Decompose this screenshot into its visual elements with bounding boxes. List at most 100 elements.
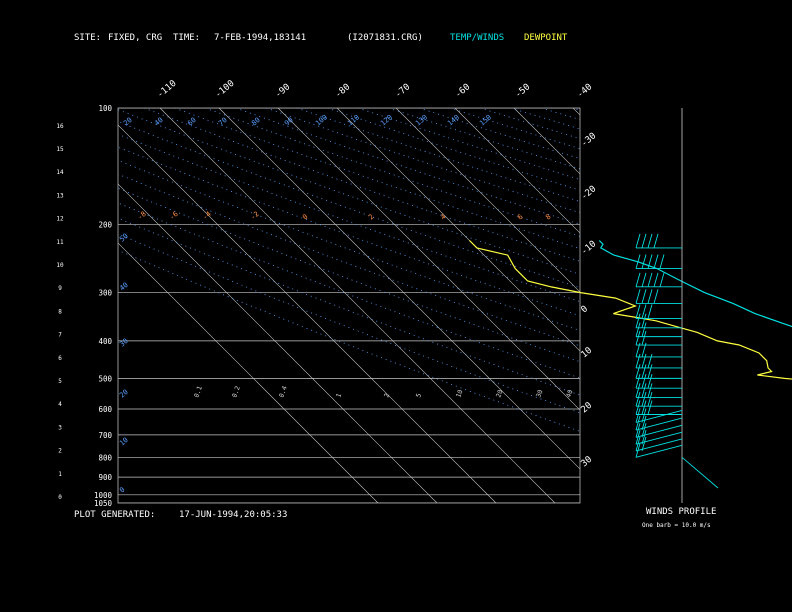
dry-adiabat-label: 100 <box>314 113 329 127</box>
wind-barb <box>635 400 641 415</box>
site-value: FIXED, CRG <box>108 33 163 43</box>
top-temp-label: -80 <box>334 82 353 100</box>
wind-barb <box>635 254 641 269</box>
height-km-label: 4 <box>58 401 62 408</box>
isotherm-line <box>118 183 438 503</box>
wind-barb-staff <box>635 417 683 431</box>
wind-barb <box>653 289 659 304</box>
height-km-label: 15 <box>56 146 64 153</box>
dry-adiabat-label: 120 <box>379 113 394 127</box>
wind-barb <box>641 330 647 346</box>
isotherm-line <box>691 108 792 503</box>
mixing-ratio-label: 40 <box>564 389 574 399</box>
moist-adiabat-label: -4 <box>201 210 213 222</box>
dry-adiabat-label: 80 <box>250 116 262 128</box>
moist-adiabat-label: 4 <box>439 213 447 222</box>
isotherm-line <box>277 108 580 411</box>
wind-barb-staff <box>635 410 683 423</box>
plot-generated-value: 17-JUN-1994,20:05:33 <box>179 510 288 520</box>
wind-barb-staff <box>635 444 683 458</box>
height-km-label: 2 <box>58 448 62 455</box>
moist-adiabat-line <box>604 224 792 503</box>
wind-barb <box>641 289 647 304</box>
dry-adiabat-label: 60 <box>186 116 198 128</box>
barb-note: One barb = 10.0 m/s <box>642 522 711 529</box>
wind-barb <box>641 304 647 319</box>
pressure-tick-label: 300 <box>98 289 112 298</box>
chart-frame <box>117 107 581 504</box>
wind-barb <box>635 272 641 287</box>
moist-adiabat-line <box>744 224 792 503</box>
wind-barb <box>635 313 641 328</box>
surface-wind-line <box>681 456 719 489</box>
mixing-ratio-label: 0.2 <box>230 385 242 399</box>
pressure-tick-label: 700 <box>98 431 112 440</box>
wind-barb <box>635 330 641 346</box>
isotherm-line <box>513 108 580 175</box>
pressure-tick-label: 800 <box>98 453 112 462</box>
wind-barb <box>635 383 641 398</box>
wind-barb <box>647 272 653 287</box>
mixing-ratio-label: 5 <box>414 392 423 398</box>
pressure-tick-label: 1000 <box>94 491 113 500</box>
wind-barb <box>641 400 647 415</box>
dry-adiabat-label: 10 <box>118 436 130 448</box>
wind-barb <box>647 374 653 389</box>
moist-adiabat-label: -8 <box>136 210 148 222</box>
wind-barb <box>647 400 653 415</box>
mixing-ratio-label: 20 <box>494 389 504 399</box>
wind-barb <box>635 233 641 249</box>
wind-barb-staff <box>635 431 683 445</box>
height-km-label: 3 <box>58 424 62 431</box>
wind-barb <box>635 364 641 379</box>
dry-adiabat-label: 40 <box>118 281 130 293</box>
moist-adiabat-label: 6 <box>516 213 524 222</box>
dry-adiabat-line <box>118 249 580 432</box>
height-km-label: 5 <box>58 378 62 385</box>
right-temp-label: 30 <box>580 455 595 470</box>
moist-adiabat-line <box>675 224 792 503</box>
height-km-label: 12 <box>56 216 64 223</box>
wind-barb <box>647 364 653 379</box>
time-value: 7-FEB-1994,183141 <box>214 33 307 43</box>
top-temp-label: -70 <box>394 82 413 100</box>
isotherm-line <box>632 108 792 503</box>
height-km-label: 0 <box>58 494 62 501</box>
wind-barb <box>641 364 647 379</box>
dry-adiabat-line <box>540 108 580 120</box>
wind-barb <box>641 272 647 287</box>
pressure-tick-label: 500 <box>98 374 112 383</box>
diagram-lines <box>118 108 792 503</box>
wind-barb <box>641 322 647 337</box>
wind-barb <box>641 233 647 249</box>
dry-adiabat-line <box>118 109 580 275</box>
pressure-tick-label: 100 <box>98 104 112 113</box>
moist-adiabat-label: 0 <box>301 213 309 222</box>
wind-barb <box>647 304 653 319</box>
dry-adiabat-line <box>418 108 580 160</box>
pressure-tick-label: 200 <box>98 220 112 229</box>
wind-barb <box>635 430 641 445</box>
top-temp-label: -50 <box>514 82 533 100</box>
dry-adiabat-label: 150 <box>478 113 493 127</box>
wind-barb <box>647 383 653 398</box>
wind-barb <box>635 392 641 407</box>
moist-adiabat-label: -6 <box>168 210 180 222</box>
wind-barb <box>653 272 659 287</box>
dry-adiabat-line <box>602 108 792 503</box>
isotherm-line <box>395 108 580 293</box>
wind-barb <box>641 254 647 269</box>
dry-adiabat-label: 110 <box>346 113 361 127</box>
dry-adiabat-line <box>118 121 580 289</box>
dry-adiabat-line <box>143 108 580 262</box>
isotherm-line <box>118 242 379 503</box>
right-temp-label: 20 <box>580 401 595 416</box>
moist-adiabat-label: -2 <box>249 210 261 222</box>
height-km-label: 7 <box>58 332 62 339</box>
wind-barb <box>659 254 665 269</box>
temperature-profile-line <box>598 240 792 328</box>
dry-adiabat-label: 20 <box>122 116 134 128</box>
dry-adiabat-label: 90 <box>283 116 295 128</box>
wind-barb <box>641 313 647 328</box>
